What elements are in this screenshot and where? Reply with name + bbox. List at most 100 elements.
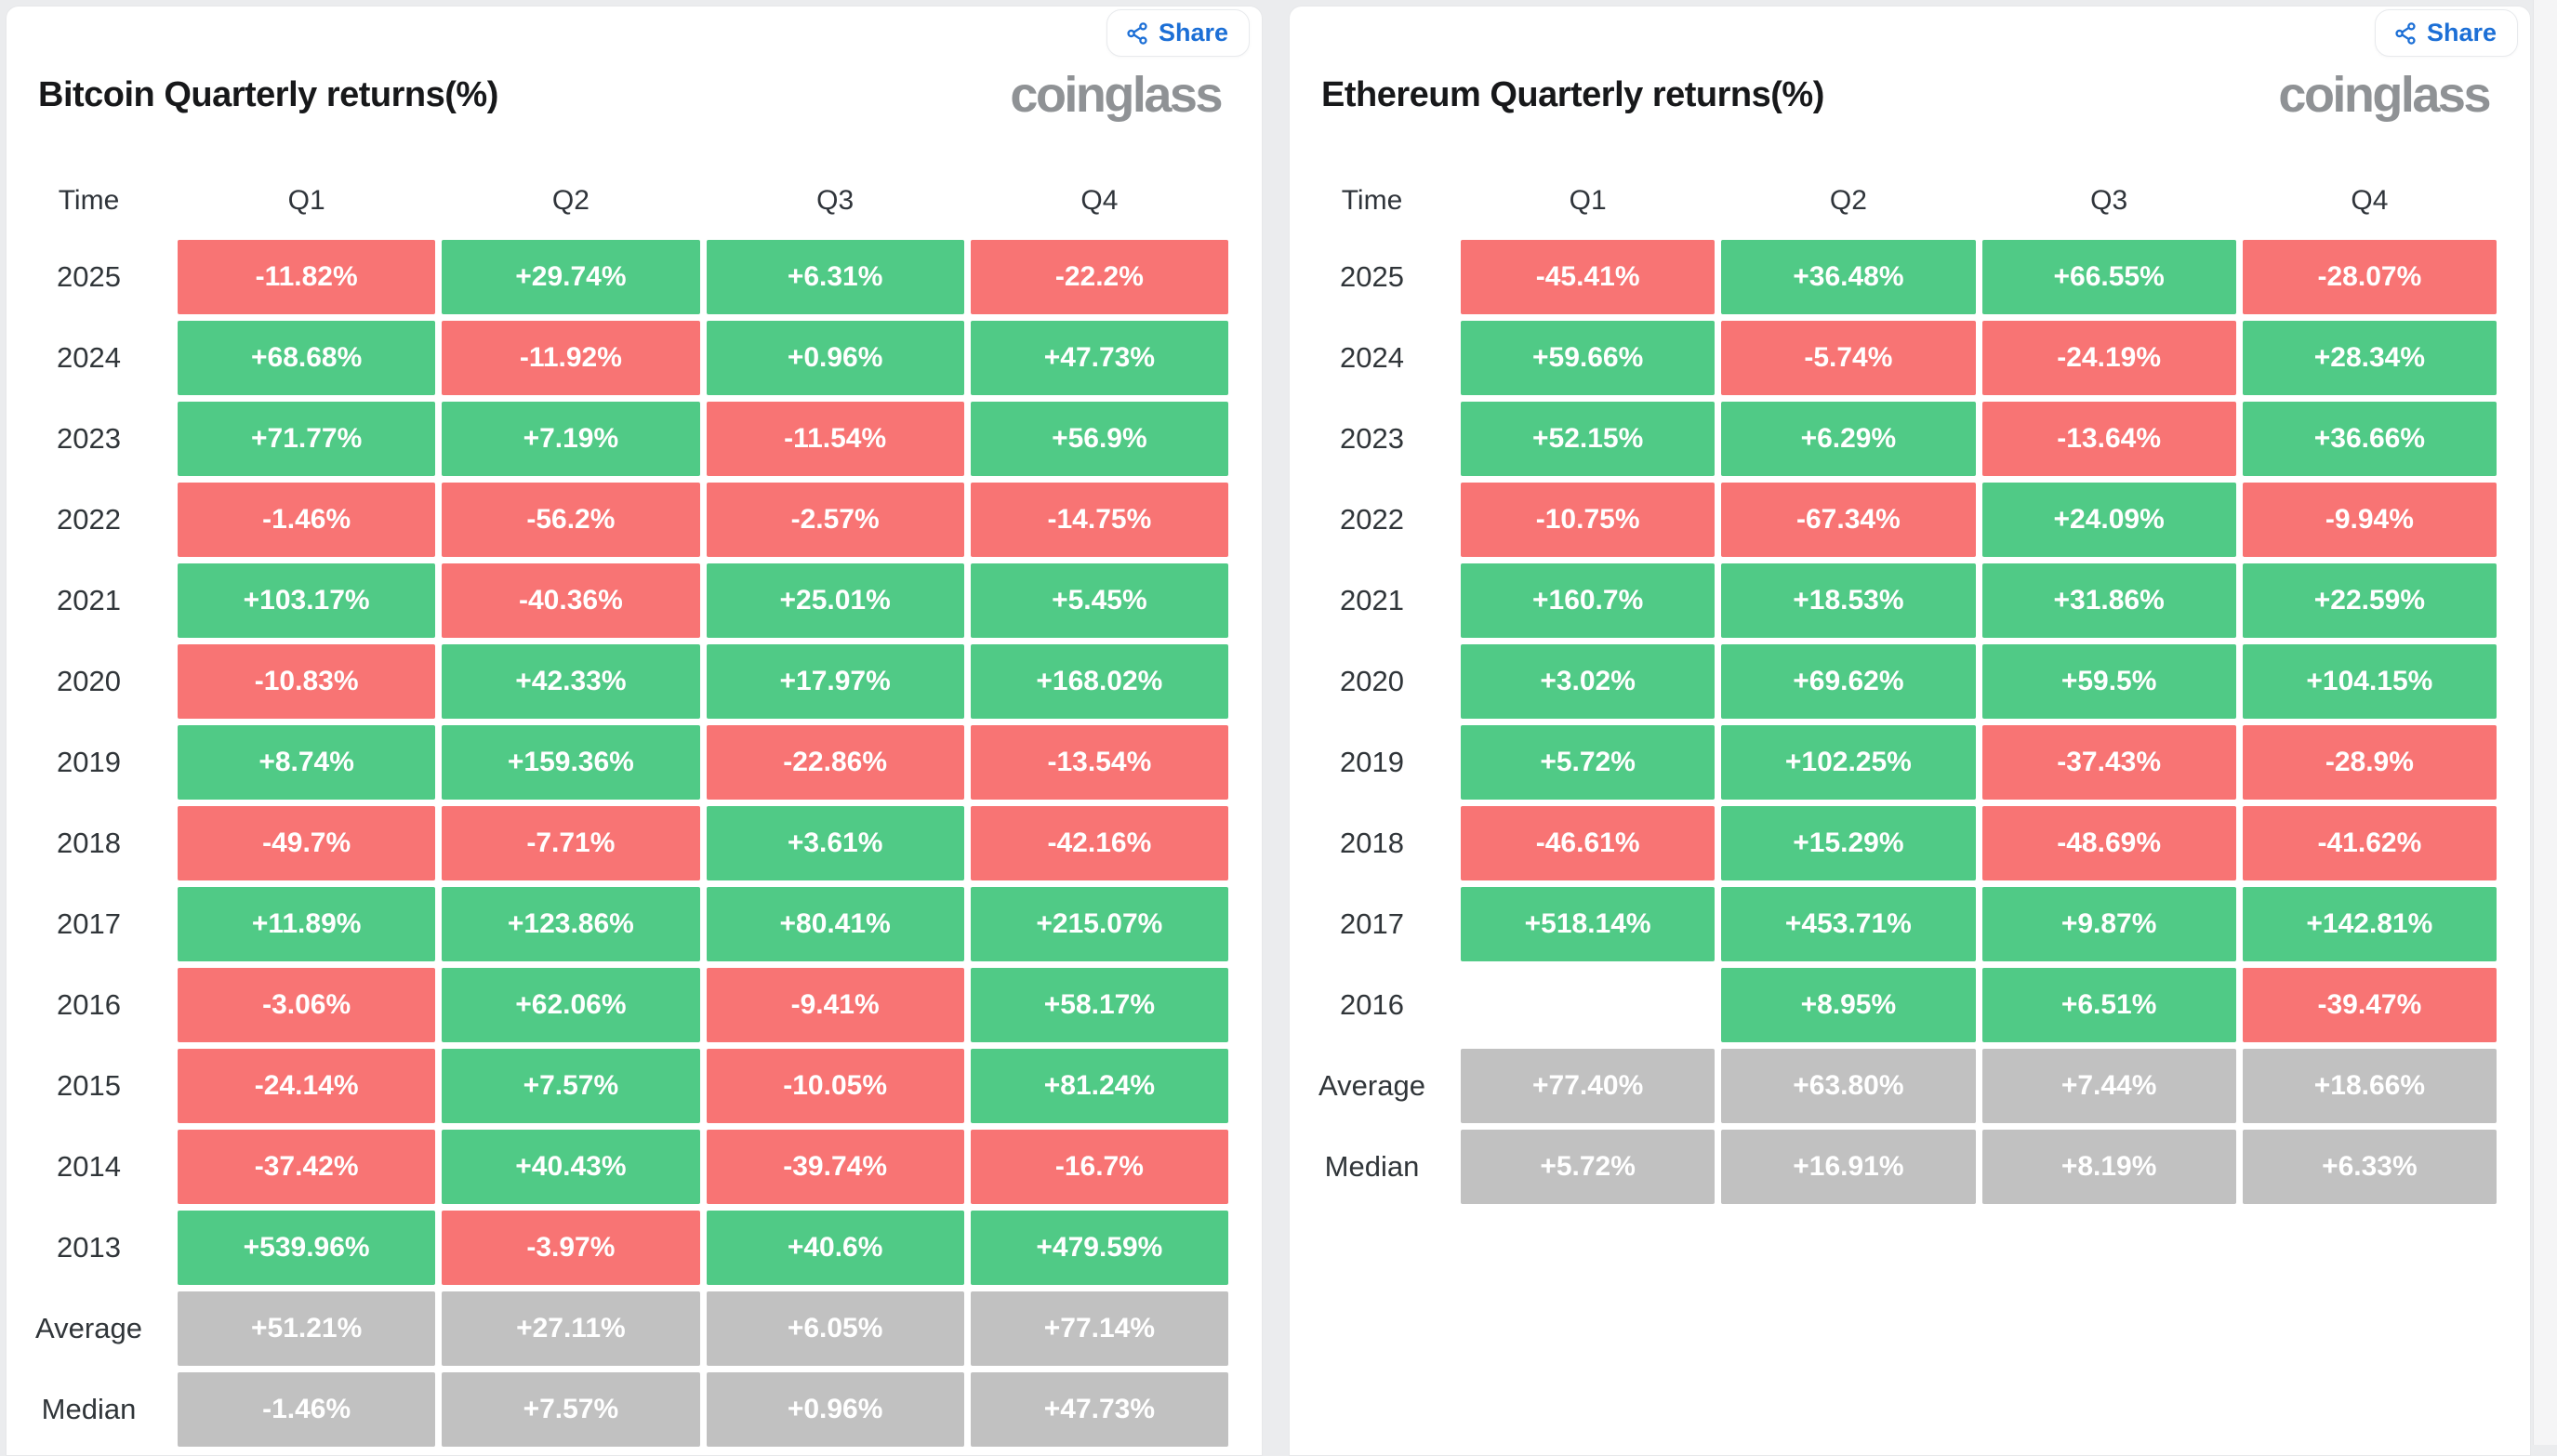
return-cell: -7.71% bbox=[442, 806, 700, 880]
row-label: 2021 bbox=[57, 584, 121, 616]
row-label: 2017 bbox=[57, 907, 121, 940]
return-cell: +0.96% bbox=[706, 1372, 964, 1447]
row-label: 2025 bbox=[57, 260, 121, 293]
return-cell: +6.33% bbox=[2242, 1130, 2497, 1204]
return-cell: +40.6% bbox=[706, 1211, 964, 1285]
share-button-label: Share bbox=[1158, 19, 1228, 46]
bitcoin-returns-card: Share Bitcoin Quarterly returns(%) coing… bbox=[6, 6, 1263, 1456]
return-cell: -48.69% bbox=[1981, 806, 2236, 880]
row-label: 2022 bbox=[57, 503, 121, 536]
return-cell: -10.05% bbox=[706, 1049, 964, 1123]
return-cell: +7.44% bbox=[1981, 1049, 2236, 1123]
quarter-column-header: Q1 bbox=[1569, 185, 1607, 216]
return-cell: -42.16% bbox=[970, 806, 1228, 880]
return-cell: +160.7% bbox=[1461, 563, 1716, 638]
row-label: 2017 bbox=[1340, 907, 1404, 940]
return-cell: +123.86% bbox=[442, 887, 700, 961]
return-cell: +29.74% bbox=[442, 240, 700, 314]
card-header: Ethereum Quarterly returns(%) coinglass bbox=[1321, 66, 2491, 124]
row-label: 2022 bbox=[1340, 503, 1404, 536]
row-label: 2021 bbox=[1340, 584, 1404, 616]
return-cell: +47.73% bbox=[970, 321, 1228, 395]
return-cell: -16.7% bbox=[970, 1130, 1228, 1204]
return-cell: +103.17% bbox=[178, 563, 436, 638]
row-label: 2018 bbox=[1340, 827, 1404, 859]
return-cell: +81.24% bbox=[970, 1049, 1228, 1123]
scrollbar-track[interactable] bbox=[2533, 0, 2557, 1445]
return-cell: +159.36% bbox=[442, 725, 700, 800]
return-cell: +3.61% bbox=[706, 806, 964, 880]
return-cell: -11.54% bbox=[706, 402, 964, 476]
return-cell: -40.36% bbox=[442, 563, 700, 638]
return-cell: -10.83% bbox=[178, 644, 436, 719]
return-cell: +142.81% bbox=[2242, 887, 2497, 961]
quarter-column-header: Q4 bbox=[1080, 185, 1119, 216]
share-button[interactable]: Share bbox=[1106, 9, 1250, 57]
quarter-column-header: Q4 bbox=[2351, 185, 2389, 216]
row-label: 2020 bbox=[57, 665, 121, 697]
share-button[interactable]: Share bbox=[2374, 9, 2518, 57]
row-label: 2014 bbox=[57, 1150, 121, 1183]
row-label: 2019 bbox=[1340, 746, 1404, 778]
return-cell: +479.59% bbox=[970, 1211, 1228, 1285]
return-cell: -39.47% bbox=[2242, 968, 2497, 1042]
return-cell: -9.41% bbox=[706, 968, 964, 1042]
time-column-header: Time bbox=[58, 185, 120, 216]
return-cell: +9.87% bbox=[1981, 887, 2236, 961]
return-cell: +59.5% bbox=[1981, 644, 2236, 719]
return-cell: -39.74% bbox=[706, 1130, 964, 1204]
coinglass-logo: coinglass bbox=[1010, 67, 1223, 123]
row-label: 2024 bbox=[1340, 341, 1404, 374]
return-cell: +56.9% bbox=[970, 402, 1228, 476]
return-cell: +8.19% bbox=[1981, 1130, 2236, 1204]
return-cell: -2.57% bbox=[706, 483, 964, 557]
return-cell: +80.41% bbox=[706, 887, 964, 961]
return-cell: -24.19% bbox=[1981, 321, 2236, 395]
return-cell: +66.55% bbox=[1981, 240, 2236, 314]
return-cell: +69.62% bbox=[1721, 644, 1976, 719]
return-cell: +6.05% bbox=[706, 1291, 964, 1366]
return-cell: -13.64% bbox=[1981, 402, 2236, 476]
return-cell: +168.02% bbox=[970, 644, 1228, 719]
return-cell: +77.14% bbox=[970, 1291, 1228, 1366]
return-cell: +5.72% bbox=[1461, 1130, 1716, 1204]
return-cell: +25.01% bbox=[706, 563, 964, 638]
return-cell: +36.66% bbox=[2242, 402, 2497, 476]
row-label: 2018 bbox=[57, 827, 121, 859]
return-cell: +539.96% bbox=[178, 1211, 436, 1285]
quarter-column-header: Q1 bbox=[287, 185, 325, 216]
share-button-label: Share bbox=[2426, 19, 2497, 46]
quarter-column-header: Q3 bbox=[2090, 185, 2128, 216]
row-label: 2023 bbox=[1340, 422, 1404, 455]
return-cell: -67.34% bbox=[1721, 483, 1976, 557]
return-cell: -28.9% bbox=[2242, 725, 2497, 800]
return-cell: -41.62% bbox=[2242, 806, 2497, 880]
return-cell: +102.25% bbox=[1721, 725, 1976, 800]
return-cell: -56.2% bbox=[442, 483, 700, 557]
row-label: 2025 bbox=[1340, 260, 1404, 293]
return-cell: +18.53% bbox=[1721, 563, 1976, 638]
row-label: 2016 bbox=[1340, 988, 1404, 1021]
return-cell: -22.2% bbox=[970, 240, 1228, 314]
return-cell bbox=[1461, 968, 1715, 1042]
row-label: Average bbox=[35, 1312, 142, 1344]
return-cell: -9.94% bbox=[2242, 483, 2497, 557]
row-label: Median bbox=[41, 1393, 137, 1425]
return-cell: -46.61% bbox=[1461, 806, 1716, 880]
return-cell: +15.29% bbox=[1721, 806, 1976, 880]
return-cell: -1.46% bbox=[178, 483, 436, 557]
return-cell: -3.97% bbox=[442, 1211, 700, 1285]
return-cell: +62.06% bbox=[442, 968, 700, 1042]
return-cell: +42.33% bbox=[442, 644, 700, 719]
return-cell: +59.66% bbox=[1461, 321, 1716, 395]
return-cell: +3.02% bbox=[1461, 644, 1716, 719]
return-cell: +518.14% bbox=[1461, 887, 1716, 961]
return-cell: +51.21% bbox=[178, 1291, 436, 1366]
ethereum-returns-table: Time Q1 Q2 Q3 Q4 2025 -45.41% +36.48% +66.55% -28… bbox=[1290, 168, 2497, 1204]
return-cell: +453.71% bbox=[1721, 887, 1976, 961]
return-cell: +47.73% bbox=[970, 1372, 1228, 1447]
return-cell: -22.86% bbox=[706, 725, 964, 800]
return-cell: +6.31% bbox=[706, 240, 964, 314]
return-cell: -24.14% bbox=[178, 1049, 436, 1123]
return-cell: +22.59% bbox=[2242, 563, 2497, 638]
